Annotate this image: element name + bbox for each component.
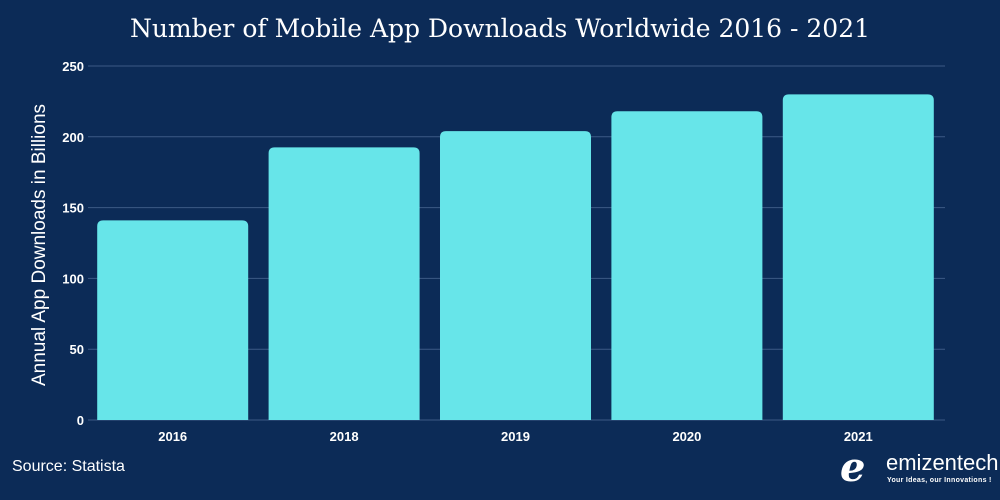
bar-2019 — [440, 131, 591, 421]
y-tick-label: 200 — [62, 130, 84, 145]
logo-tagline: Your Ideas, our Innovations ! — [887, 477, 992, 484]
logo-name: emizentech — [886, 450, 999, 475]
y-tick-label: 150 — [62, 201, 84, 216]
bar-2020 — [611, 111, 763, 420]
x-tick-label: 2019 — [501, 429, 530, 444]
x-tick-label: 2016 — [158, 429, 187, 444]
logo-mark-icon: e — [840, 444, 866, 491]
y-tick-label: 250 — [62, 59, 84, 74]
bar-2016 — [97, 220, 249, 420]
y-tick-label: 100 — [62, 271, 84, 286]
x-tick-label: 2018 — [330, 429, 359, 444]
bar-2018 — [268, 147, 420, 421]
source-note: Source: Statista — [12, 458, 125, 475]
x-tick-label: 2021 — [844, 429, 873, 444]
bar-2021 — [782, 94, 934, 420]
y-tick-label: 50 — [70, 342, 84, 357]
x-tick-label: 2020 — [672, 429, 701, 444]
emizentech-logo: e emizentech Your Ideas, our Innovations… — [840, 444, 1000, 491]
chart-title: Number of Mobile App Downloads Worldwide… — [129, 14, 871, 43]
y-tick-label: 0 — [77, 413, 84, 428]
